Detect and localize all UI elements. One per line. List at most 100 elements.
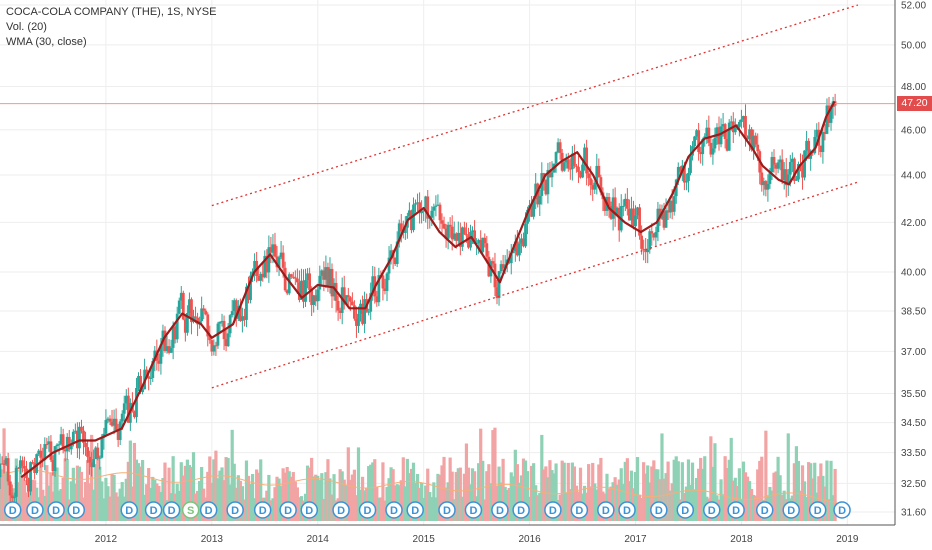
candle-body bbox=[118, 421, 122, 440]
marker-circle bbox=[618, 501, 636, 519]
volume-bar bbox=[346, 447, 350, 521]
candle-body bbox=[634, 215, 637, 227]
candle-body bbox=[293, 277, 297, 279]
volume-bar bbox=[802, 481, 807, 521]
candle-body bbox=[324, 267, 328, 280]
volume-bar bbox=[743, 472, 748, 521]
candle-body bbox=[638, 207, 641, 236]
marker-circle bbox=[181, 501, 200, 519]
candle-body bbox=[467, 235, 470, 248]
volume-bar bbox=[703, 456, 707, 521]
marker-label: D bbox=[814, 505, 822, 517]
candle-body bbox=[644, 249, 648, 253]
volume-bar bbox=[611, 482, 615, 521]
candle-body bbox=[108, 418, 112, 422]
volume-bar bbox=[774, 471, 778, 521]
candle-body bbox=[300, 280, 303, 300]
candle-body bbox=[770, 156, 774, 172]
volume-bar bbox=[597, 464, 601, 521]
volume-bar bbox=[566, 462, 570, 521]
y-tick-label: 31.60 bbox=[901, 508, 926, 519]
marker-label: D bbox=[496, 505, 504, 517]
volume-moving-average bbox=[0, 469, 837, 503]
candle-body bbox=[153, 350, 157, 362]
candle-body bbox=[522, 238, 525, 247]
candle-body bbox=[501, 264, 505, 269]
candle-body bbox=[181, 292, 185, 320]
dividend-marker: D bbox=[406, 501, 424, 519]
volume-bar bbox=[293, 481, 297, 521]
volume-bar bbox=[20, 475, 25, 521]
volume-bar bbox=[420, 482, 424, 521]
candle-body bbox=[6, 458, 10, 482]
marker-circle bbox=[491, 501, 509, 519]
candle-body bbox=[190, 299, 193, 323]
volume-bar bbox=[511, 476, 515, 521]
volume-bar bbox=[552, 473, 556, 521]
candle-body bbox=[165, 346, 169, 351]
volume-bar bbox=[360, 476, 365, 521]
volume-bar bbox=[466, 467, 471, 521]
volume-bar bbox=[424, 485, 428, 521]
y-tick-label: 34.50 bbox=[901, 418, 926, 429]
wma-line-group bbox=[20, 100, 836, 479]
candle-body bbox=[120, 413, 124, 422]
volume-bar bbox=[544, 466, 548, 521]
volume-bar bbox=[65, 458, 69, 521]
candle-body bbox=[495, 287, 499, 299]
volume-bar bbox=[809, 463, 813, 521]
candle-body bbox=[100, 437, 104, 458]
candle-body bbox=[243, 316, 246, 320]
candle-body bbox=[0, 463, 4, 465]
marker-label: D bbox=[31, 505, 39, 517]
candle-body bbox=[682, 165, 686, 183]
candle-body bbox=[524, 223, 527, 247]
candle-body bbox=[381, 275, 385, 289]
candle-body bbox=[279, 252, 283, 258]
marker-label: D bbox=[732, 505, 740, 517]
candle-body bbox=[717, 127, 721, 145]
volume-bar bbox=[713, 443, 717, 521]
candle-body bbox=[825, 105, 829, 134]
marker-circle bbox=[67, 501, 86, 519]
x-tick-label: 2013 bbox=[201, 534, 224, 545]
volume-bar bbox=[106, 486, 110, 521]
volume-bar bbox=[833, 468, 837, 521]
candle-body bbox=[479, 240, 483, 253]
candle-body bbox=[212, 345, 216, 352]
volume-bar bbox=[572, 466, 576, 521]
x-tick-label: 2016 bbox=[518, 534, 541, 545]
candle-body bbox=[829, 106, 833, 123]
volume-bar bbox=[367, 466, 371, 521]
volume-bar bbox=[69, 481, 73, 521]
candle-body bbox=[98, 457, 102, 459]
volume-bar bbox=[318, 479, 322, 521]
volume-bar bbox=[650, 466, 654, 521]
volume-bar bbox=[220, 467, 224, 521]
volume-bar bbox=[63, 458, 67, 521]
marker-circle bbox=[358, 501, 377, 519]
candle-body bbox=[220, 320, 224, 322]
volume-bar bbox=[403, 486, 407, 521]
candle-body bbox=[678, 166, 682, 172]
volume-bar bbox=[745, 476, 750, 521]
volume-bar bbox=[389, 467, 393, 521]
volume-bar bbox=[432, 482, 436, 521]
volume-bar bbox=[796, 460, 801, 521]
candle-body bbox=[8, 481, 12, 496]
volume-bar bbox=[629, 470, 634, 521]
volume-bar bbox=[637, 494, 642, 521]
candle-body bbox=[318, 275, 322, 290]
candle-body bbox=[185, 312, 189, 333]
volume-bar bbox=[485, 471, 489, 521]
volume-bar bbox=[242, 499, 247, 521]
candle-body bbox=[520, 238, 523, 244]
candle-body bbox=[719, 126, 723, 145]
volume-bar bbox=[536, 495, 540, 521]
candle-body bbox=[261, 273, 265, 278]
volume-bar bbox=[617, 479, 621, 521]
volume-bar bbox=[509, 472, 513, 521]
candle-body bbox=[536, 183, 540, 205]
candle-body bbox=[385, 273, 389, 292]
candle-body bbox=[151, 361, 155, 378]
